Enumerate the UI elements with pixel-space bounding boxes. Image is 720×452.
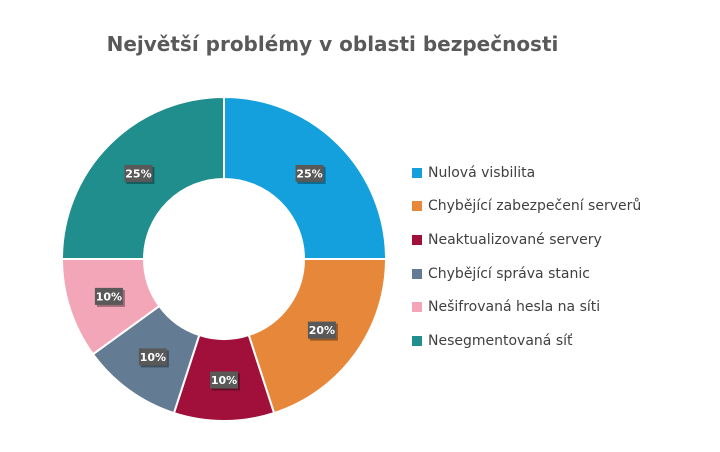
chart-title: Největší problémy v oblasti bezpečnosti: [106, 32, 559, 56]
legend-label: Nesegmentovaná síť: [428, 332, 573, 349]
legend-item-3: Neaktualizované servery: [412, 223, 641, 257]
data-label-text: 25%: [125, 167, 151, 180]
legend-label: Chybějící zabezpečení serverů: [428, 198, 642, 215]
legend-swatch: [412, 234, 422, 245]
legend-item-4: Chybějící správa stanic: [412, 257, 641, 291]
legend-item-6: Nesegmentovaná síť: [412, 324, 641, 358]
data-label-text: 10%: [140, 351, 166, 364]
legend-swatch: [412, 201, 422, 212]
data-label-6: 25%: [124, 164, 155, 184]
legend-swatch: [412, 167, 422, 178]
data-label-3: 10%: [210, 371, 240, 391]
legend-label: Neaktualizované servery: [428, 231, 602, 248]
legend-swatch: [412, 268, 422, 279]
data-label-text: 20%: [309, 324, 335, 337]
data-label-4: 10%: [138, 348, 169, 368]
legend-item-1: Nulová visbilita: [412, 156, 641, 190]
legend-swatch: [412, 302, 422, 313]
data-label-text: 10%: [96, 290, 122, 303]
legend-label: Nešifrovaná hesla na síti: [428, 299, 601, 316]
legend-swatch: [412, 335, 422, 346]
legend-label: Chybějící správa stanic: [428, 265, 590, 282]
data-label-5: 10%: [94, 287, 125, 307]
legend-item-5: Nešifrovaná hesla na síti: [412, 290, 641, 324]
chart-legend: Nulová visbilita Chybějící zabezpečení se…: [412, 156, 641, 358]
data-label-text: 25%: [296, 167, 322, 180]
legend-item-2: Chybějící zabezpečení serverů: [412, 190, 641, 224]
data-label-text: 10%: [211, 374, 237, 387]
legend-label: Nulová visbilita: [428, 164, 536, 181]
data-label-2: 20%: [307, 321, 338, 341]
data-label-1: 25%: [295, 164, 326, 184]
